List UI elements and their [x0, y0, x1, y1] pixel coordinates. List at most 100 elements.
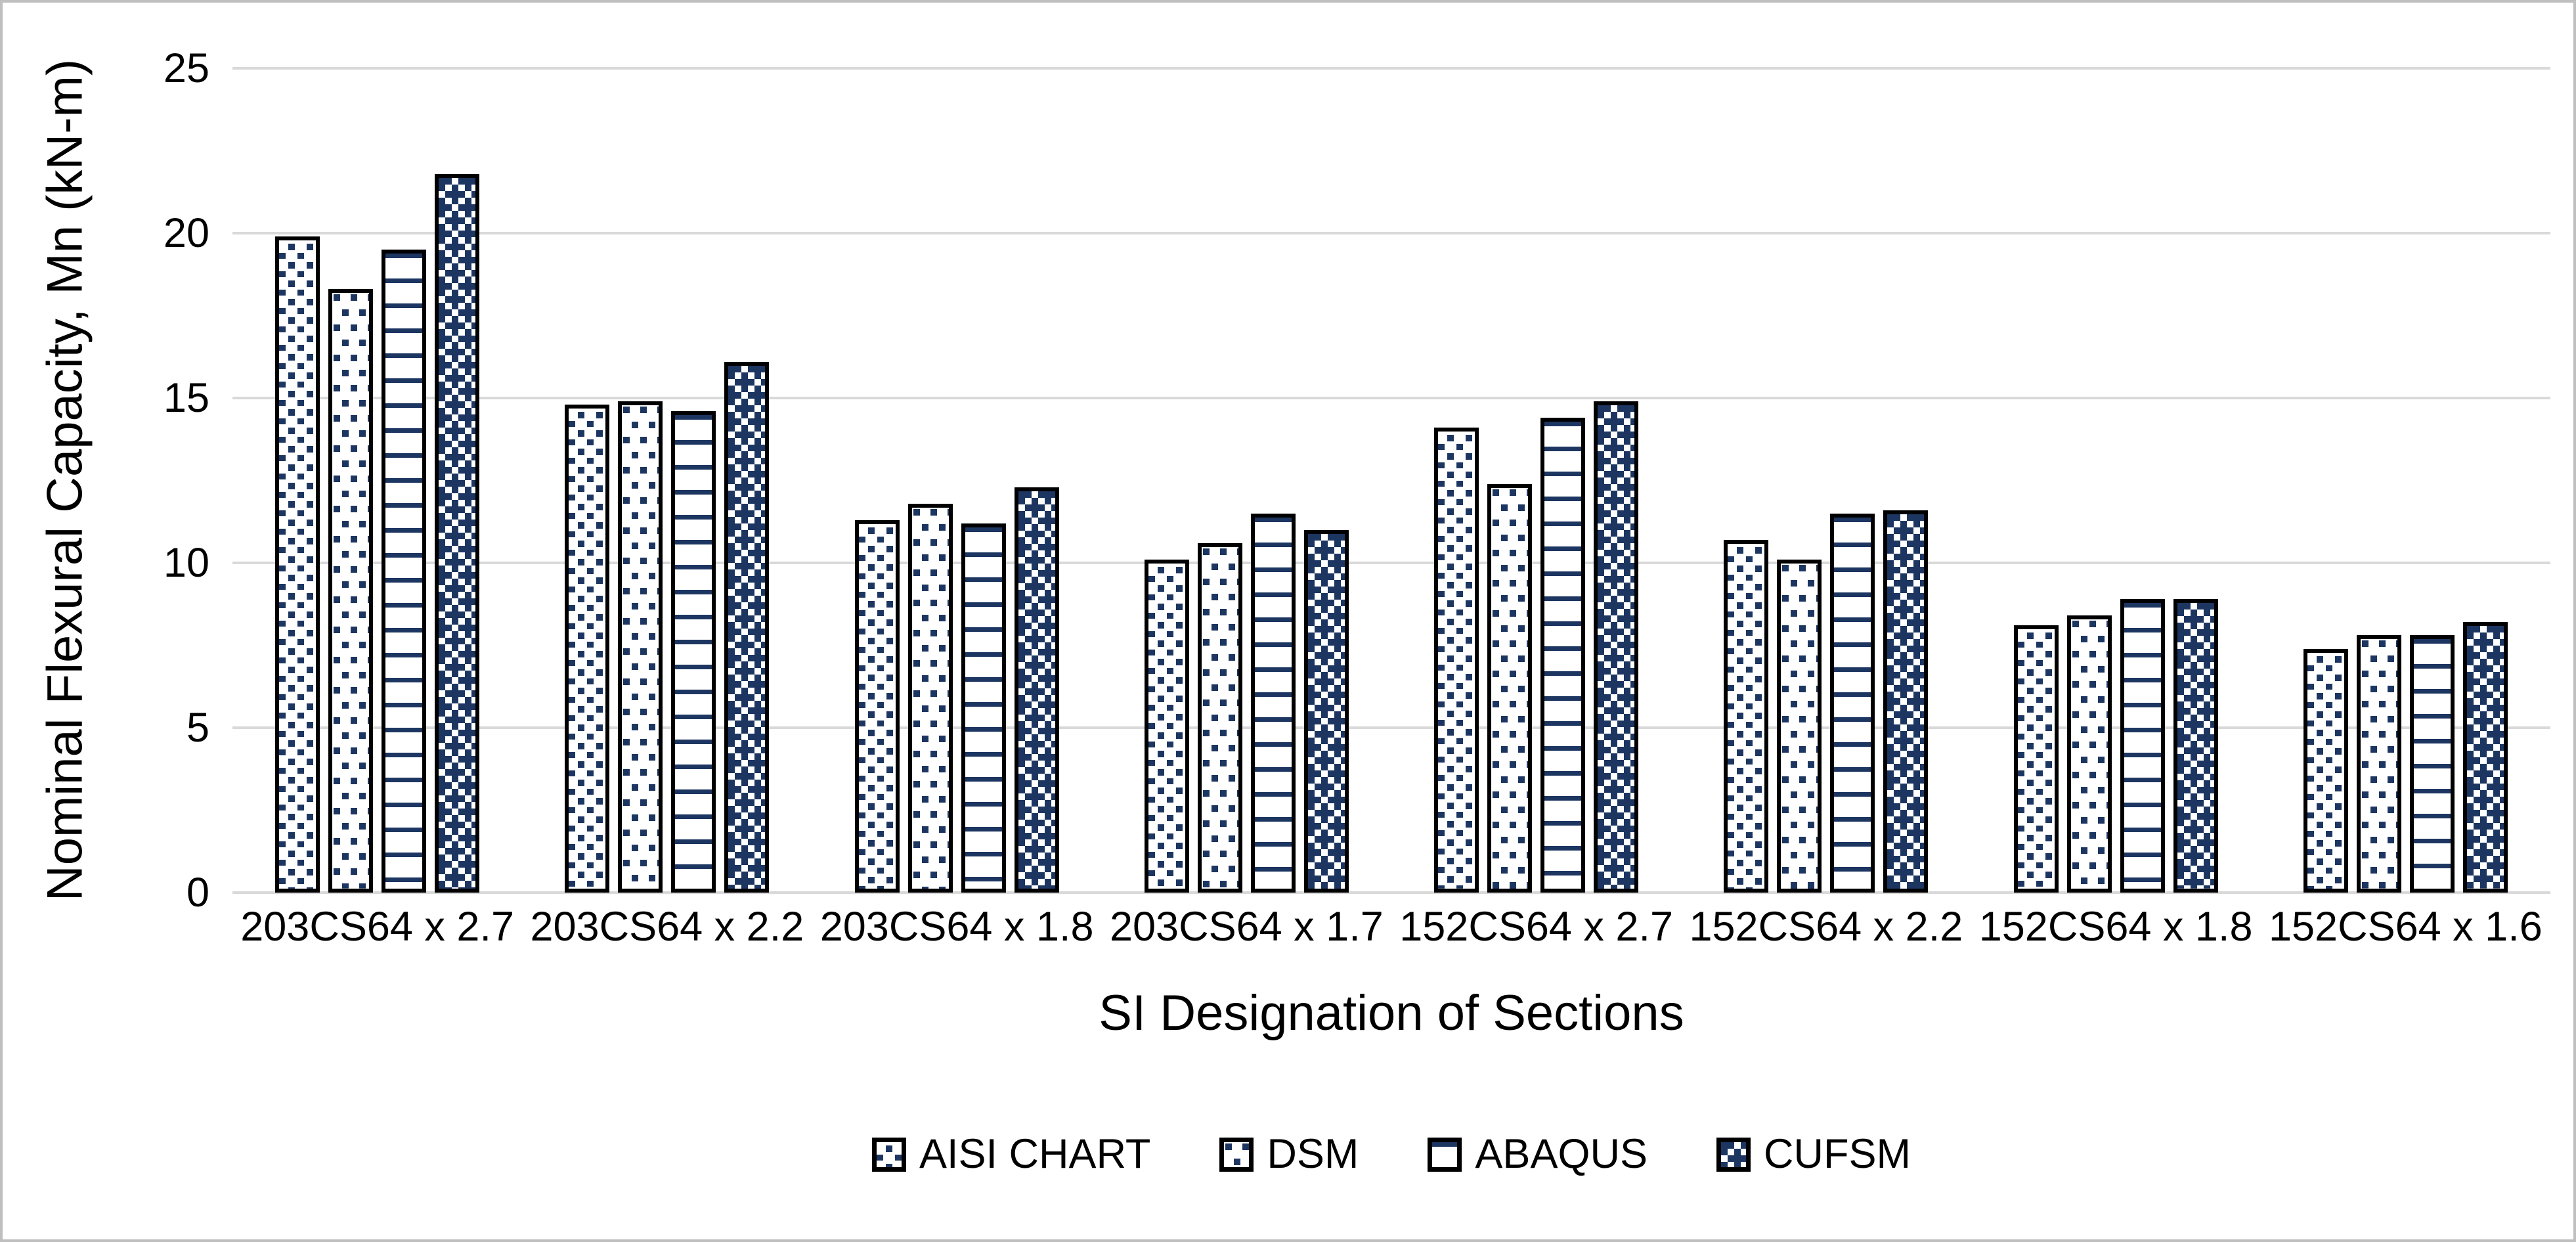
bar-group-152CS64 x 2.7: [1391, 401, 1681, 893]
x-category-label-203CS64 x 1.8: 203CS64 x 1.8: [819, 904, 1094, 950]
bar-DSM-152CS64 x 2.7: [1487, 483, 1533, 893]
legend-label: AISI CHART: [919, 1131, 1151, 1177]
legend-swatch-dots: [1219, 1137, 1254, 1172]
legend-item-DSM: DSM: [1219, 1134, 1359, 1175]
bar-CUFSM-203CS64 x 1.7: [1303, 529, 1349, 893]
legend-swatch-diagonal-stripes: [872, 1137, 907, 1172]
bar-fill-pattern: [1438, 432, 1475, 889]
bar-fill-pattern: [858, 523, 896, 889]
bar-group-203CS64 x 2.7: [232, 173, 522, 893]
bar-AISI CHART-152CS64 x 2.7: [1434, 428, 1479, 893]
bar-ABAQUS-152CS64 x 1.6: [2409, 635, 2455, 893]
legend-item-CUFSM: CUFSM: [1716, 1134, 1911, 1175]
x-category-label-152CS64 x 2.2: 152CS64 x 2.2: [1689, 904, 1963, 950]
y-tick-label-10: 10: [163, 540, 209, 586]
bar-fill-pattern: [385, 254, 423, 889]
gridline-10: [232, 562, 2550, 564]
x-axis-title: SI Designation of Sections: [1099, 985, 1684, 1041]
bar-fill-pattern: [675, 415, 712, 889]
bar-ABAQUS-203CS64 x 2.2: [671, 411, 716, 893]
bar-group-152CS64 x 1.8: [1971, 599, 2261, 893]
bar-fill-pattern: [1834, 517, 1871, 889]
bar-fill-pattern: [332, 293, 370, 889]
bar-fill-pattern: [1148, 563, 1185, 889]
bar-fill-pattern: [1254, 517, 1292, 889]
bar-AISI CHART-152CS64 x 1.8: [2013, 625, 2059, 893]
legend-label: ABAQUS: [1475, 1131, 1648, 1177]
bar-AISI CHART-203CS64 x 1.8: [854, 520, 900, 893]
bar-group-203CS64 x 2.2: [522, 361, 812, 893]
bar-ABAQUS-152CS64 x 2.2: [1830, 513, 1875, 893]
bar-AISI CHART-203CS64 x 2.7: [275, 236, 320, 893]
bar-group-152CS64 x 1.6: [2261, 622, 2550, 893]
y-tick-label-5: 5: [186, 705, 209, 751]
gridline-25: [232, 67, 2550, 70]
bar-fill-pattern: [1781, 563, 1818, 889]
legend-item-AISI CHART: AISI CHART: [872, 1134, 1150, 1175]
x-category-label-152CS64 x 1.6: 152CS64 x 1.6: [2268, 904, 2543, 950]
bar-fill-pattern: [2413, 639, 2451, 889]
bar-fill-pattern: [2017, 629, 2055, 889]
y-tick-label-25: 25: [163, 45, 209, 91]
bar-fill-pattern: [2070, 619, 2108, 889]
bar-group-152CS64 x 2.2: [1681, 510, 1971, 893]
legend-label: DSM: [1267, 1131, 1359, 1177]
legend: AISI CHART DSM ABAQUS CUFSM: [872, 1134, 1911, 1175]
bar-CUFSM-152CS64 x 2.7: [1594, 401, 1639, 893]
bar-fill-pattern: [1018, 491, 1055, 889]
bar-fill-pattern: [2307, 652, 2344, 889]
bar-ABAQUS-152CS64 x 2.7: [1540, 418, 1586, 893]
bar-DSM-203CS64 x 2.2: [618, 401, 663, 893]
bar-CUFSM-152CS64 x 2.2: [1883, 510, 1929, 893]
bar-CUFSM-203CS64 x 2.2: [724, 361, 770, 893]
bar-CUFSM-203CS64 x 2.7: [435, 173, 480, 893]
x-category-label-203CS64 x 2.2: 203CS64 x 2.2: [530, 904, 804, 950]
bar-DSM-203CS64 x 1.8: [907, 503, 953, 893]
bar-fill-pattern: [622, 405, 659, 889]
bar-CUFSM-203CS64 x 1.8: [1014, 487, 1059, 893]
bar-fill-pattern: [1491, 487, 1529, 889]
bar-DSM-152CS64 x 1.6: [2356, 635, 2401, 893]
bar-fill-pattern: [2360, 639, 2397, 889]
gridline-20: [232, 232, 2550, 234]
x-category-label-152CS64 x 2.7: 152CS64 x 2.7: [1399, 904, 1674, 950]
bar-fill-pattern: [1201, 546, 1238, 889]
bar-AISI CHART-152CS64 x 2.2: [1724, 539, 1769, 893]
bar-AISI CHART-203CS64 x 2.2: [565, 405, 610, 893]
bar-fill-pattern: [728, 365, 766, 889]
bar-DSM-203CS64 x 1.7: [1197, 543, 1242, 893]
bar-fill-pattern: [279, 240, 317, 889]
bar-AISI CHART-152CS64 x 1.6: [2303, 648, 2348, 893]
bar-DSM-152CS64 x 1.8: [2066, 615, 2112, 893]
y-tick-label-20: 20: [163, 210, 209, 256]
bar-fill-pattern: [439, 177, 476, 889]
y-axis-title: Nominal Flexural Capacity, Mn (kN-m): [37, 58, 93, 902]
bar-fill-pattern: [569, 409, 606, 889]
gridline-0: [232, 891, 2550, 894]
y-tick-label-15: 15: [163, 375, 209, 421]
bar-ABAQUS-203CS64 x 1.8: [961, 523, 1006, 893]
y-tick-label-0: 0: [186, 870, 209, 916]
bar-fill-pattern: [1544, 422, 1582, 889]
gridline-15: [232, 397, 2550, 399]
x-category-label-152CS64 x 1.8: 152CS64 x 1.8: [1978, 904, 2253, 950]
bar-DSM-203CS64 x 2.7: [328, 289, 374, 893]
legend-label: CUFSM: [1764, 1131, 1911, 1177]
bar-ABAQUS-152CS64 x 1.8: [2120, 599, 2165, 893]
bar-fill-pattern: [911, 507, 949, 889]
bar-group-203CS64 x 1.8: [812, 487, 1102, 893]
x-category-label-203CS64 x 2.7: 203CS64 x 2.7: [240, 904, 515, 950]
legend-swatch-dotted-diamond: [1716, 1137, 1751, 1172]
bar-fill-pattern: [1598, 405, 1635, 889]
gridline-5: [232, 726, 2550, 729]
bar-CUFSM-152CS64 x 1.8: [2173, 599, 2218, 893]
bar-fill-pattern: [965, 527, 1002, 889]
bar-fill-pattern: [1307, 533, 1345, 889]
legend-swatch-horizontal-lines: [1428, 1137, 1462, 1172]
bar-AISI CHART-203CS64 x 1.7: [1144, 559, 1189, 893]
bar-fill-pattern: [2124, 603, 2161, 889]
bar-fill-pattern: [1728, 543, 1765, 889]
plot-area: [232, 67, 2550, 894]
x-category-label-203CS64 x 1.7: 203CS64 x 1.7: [1109, 904, 1384, 950]
